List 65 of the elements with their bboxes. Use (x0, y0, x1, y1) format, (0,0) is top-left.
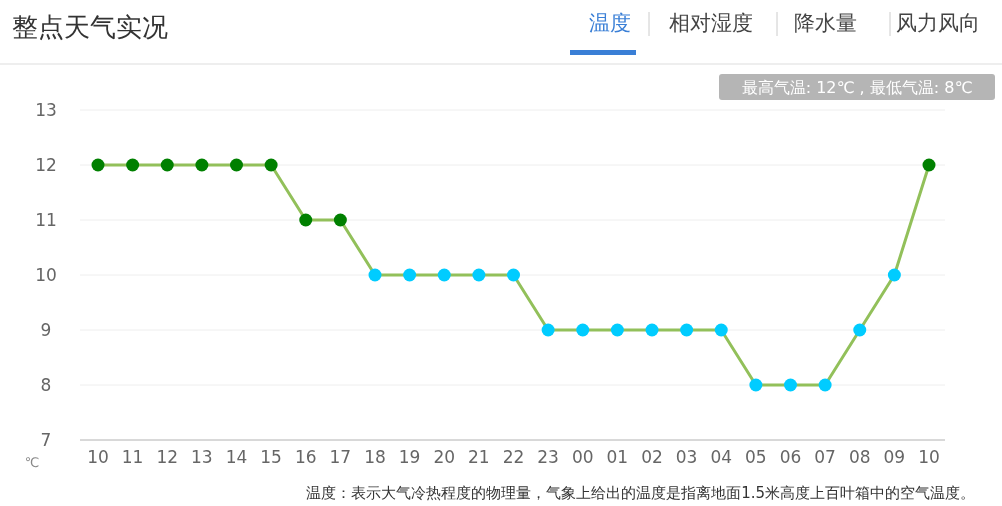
x-tick-label: 11 (121, 447, 144, 467)
x-tick-label: 02 (641, 447, 663, 467)
point (818, 378, 832, 392)
y-tick-label: 9 (40, 320, 52, 340)
y-axis-title: ℃ (24, 455, 40, 470)
text: 相对湿度 (669, 11, 753, 35)
x-tick-label: 05 (745, 447, 767, 467)
point (368, 268, 382, 282)
point (403, 268, 417, 282)
point (264, 158, 278, 172)
x-tick-label: 16 (294, 447, 317, 467)
point (195, 158, 209, 172)
point (299, 213, 313, 227)
x-tick-label: 09 (883, 447, 906, 467)
point (645, 323, 659, 337)
y-tick-label: 12 (35, 155, 57, 175)
point (784, 378, 797, 392)
point (230, 158, 243, 172)
point (610, 323, 624, 337)
point (853, 323, 867, 337)
x-tick-label: 20 (433, 447, 456, 467)
y-tick-label: 8 (40, 375, 52, 395)
text: 风力风向 (896, 11, 980, 35)
text: 温度 (589, 11, 631, 35)
y-tick-label: 13 (35, 100, 57, 120)
x-tick-label: 07 (814, 447, 836, 467)
x-tick-label: 18 (364, 447, 386, 467)
x-tick-label: 14 (225, 447, 248, 467)
text: 降水量 (793, 11, 857, 35)
point (333, 213, 347, 227)
point (887, 268, 901, 282)
point (922, 158, 936, 172)
point (507, 268, 520, 282)
text: 最高气温: 12℃ , 最低气温: 8℃ (741, 78, 973, 97)
x-tick-label: 00 (571, 447, 594, 467)
point (126, 158, 140, 172)
x-tick-label: 03 (675, 447, 698, 467)
y-tick-label: 10 (35, 265, 57, 285)
x-tick-label: 06 (779, 447, 802, 467)
point (680, 323, 694, 337)
point (749, 378, 763, 392)
point (541, 323, 555, 337)
point (576, 323, 590, 337)
x-tick-label: 19 (398, 447, 421, 467)
x-tick-label: 01 (606, 447, 629, 467)
x-tick-label: 08 (848, 447, 871, 467)
point (437, 268, 451, 282)
x-tick-label: 17 (329, 447, 352, 467)
point (160, 158, 174, 172)
y-tick-label: 7 (40, 430, 52, 450)
y-tick-label: 11 (35, 210, 57, 230)
point (714, 323, 728, 337)
x-tick-label: 15 (260, 447, 282, 467)
x-tick-label: 10 (87, 447, 109, 467)
chart-title: 整点天气实况 (12, 12, 168, 42)
text: 温度：表示大气冷热程度的物理量，气象上给出的温度是指离地面1.5米高度上百叶箱中的空气温度。 (306, 484, 975, 502)
x-tick-label: 21 (468, 447, 490, 467)
x-tick-label: 13 (191, 447, 213, 467)
point (472, 268, 486, 282)
x-tick-label: 12 (156, 447, 179, 467)
x-tick-label: 23 (537, 447, 559, 467)
x-tick-label: 04 (710, 447, 733, 467)
point (91, 158, 105, 172)
x-tick-label: 10 (918, 447, 940, 467)
x-tick-label: 22 (502, 447, 525, 467)
